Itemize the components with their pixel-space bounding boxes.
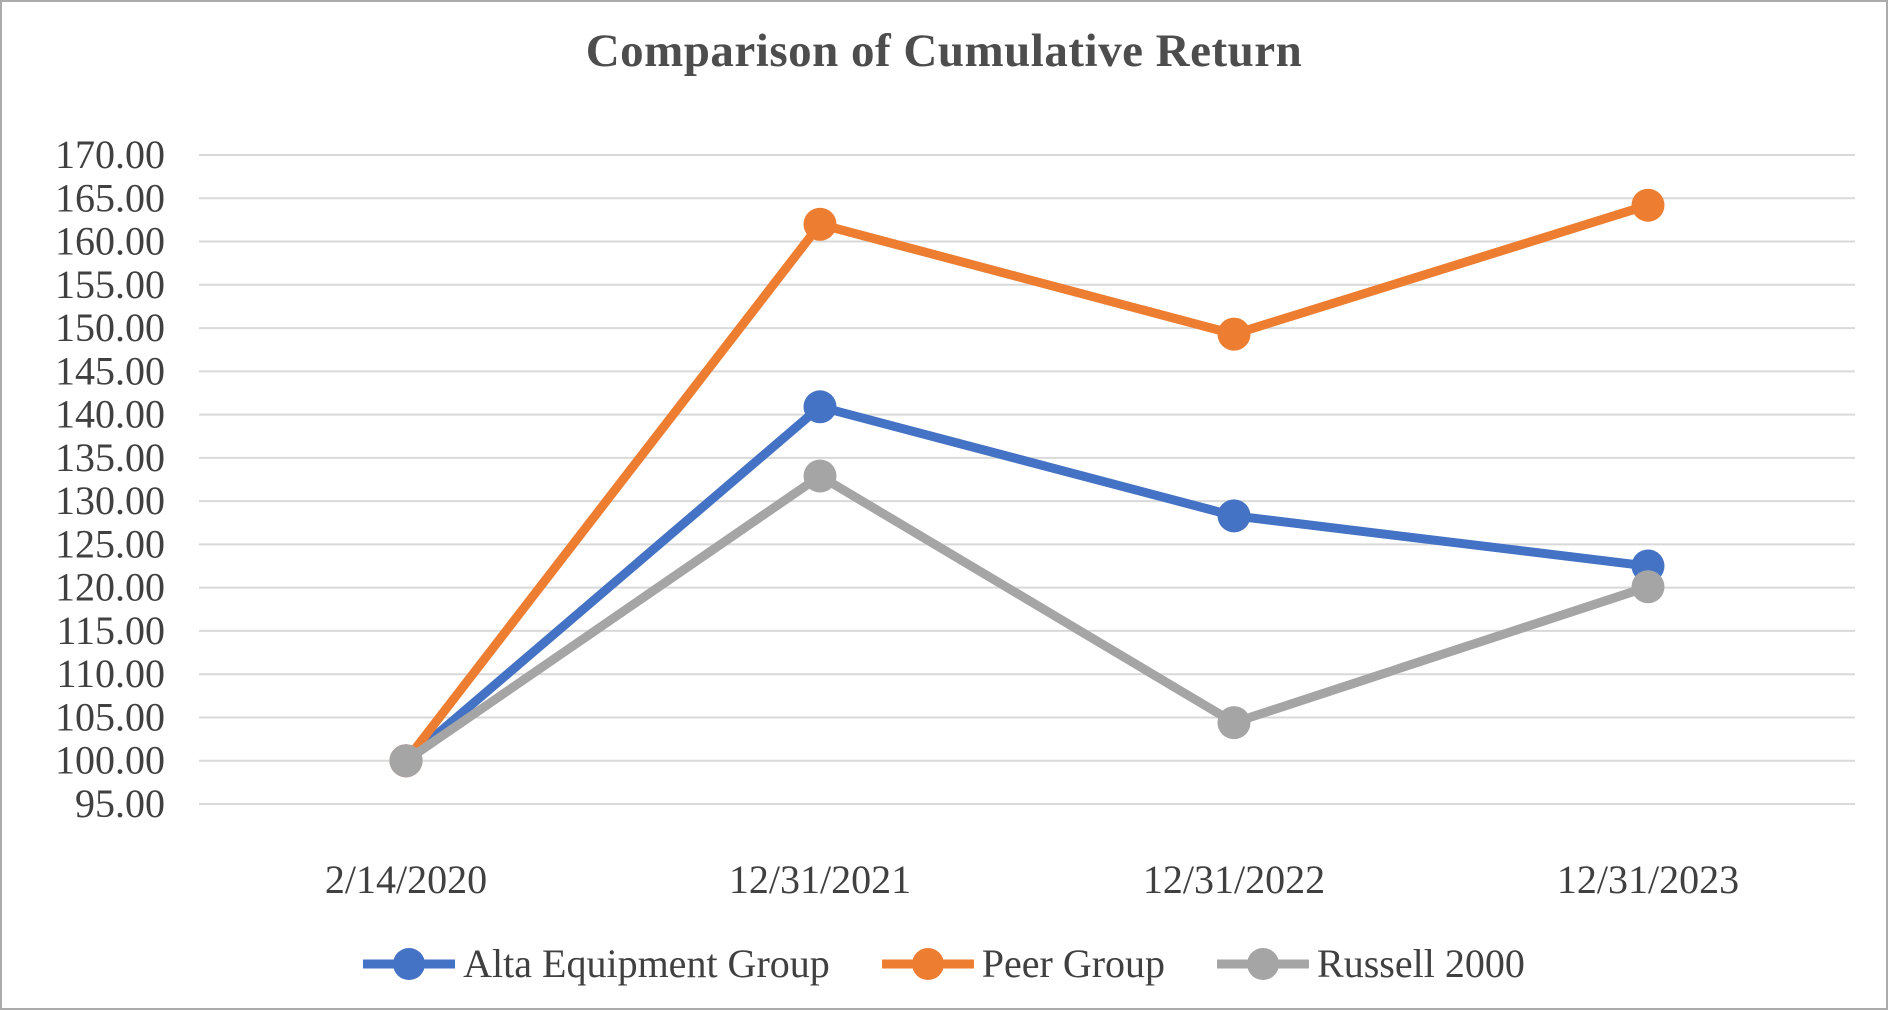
y-axis-tick-label: 140.00 [55,392,165,437]
legend-item: Russell 2000 [1217,940,1525,987]
y-axis-tick-label: 125.00 [55,521,165,566]
legend-item: Peer Group [881,940,1166,987]
data-point-marker [803,207,837,241]
y-axis-tick-label: 160.00 [55,219,165,264]
series-line [401,471,1653,766]
data-point-marker [1631,570,1665,604]
x-axis-tick-label: 12/31/2022 [1143,857,1325,902]
y-axis-tick-label: 130.00 [55,478,165,523]
x-axis-tick-label: 2/14/2020 [325,857,487,902]
y-axis-tick-label: 110.00 [56,651,165,696]
series-line [401,402,1653,766]
y-axis-tick-label: 135.00 [55,435,165,480]
chart-legend: Alta Equipment Group Peer Group Russell 20… [2,940,1886,987]
legend-label: Peer Group [981,941,1166,986]
x-axis-tick-label: 12/31/2021 [729,857,911,902]
data-point-marker [1217,317,1251,351]
data-point-marker [1217,706,1251,740]
y-axis-tick-label: 100.00 [55,738,165,783]
data-point-marker [389,744,423,778]
legend-marker-icon [363,947,456,980]
y-axis-tick-label: 105.00 [55,694,165,739]
y-axis-tick-label: 115.00 [56,608,165,653]
y-axis-tick-label: 95.00 [75,781,165,826]
legend-label: Russell 2000 [1317,941,1525,986]
data-point-marker [1217,499,1251,533]
legend-label: Alta Equipment Group [463,941,830,986]
data-point-marker [803,390,837,424]
y-axis-tick-label: 150.00 [55,305,165,350]
legend-marker-icon [881,947,974,980]
series-line [401,200,1653,766]
y-axis-tick-label: 145.00 [55,348,165,393]
chart-title: Comparison of Cumulative Return [585,25,1303,77]
y-axis-tick-label: 155.00 [55,262,165,307]
x-axis-tick-label: 12/31/2023 [1557,857,1739,902]
y-axis-tick-label: 165.00 [55,175,165,220]
data-point-marker [1631,188,1665,222]
y-axis-tick-label: 120.00 [55,565,165,610]
y-axis-tick-label: 170.00 [55,132,165,177]
data-point-marker [803,459,837,493]
legend-marker-icon [1217,947,1310,980]
legend-item: Alta Equipment Group [363,940,830,987]
